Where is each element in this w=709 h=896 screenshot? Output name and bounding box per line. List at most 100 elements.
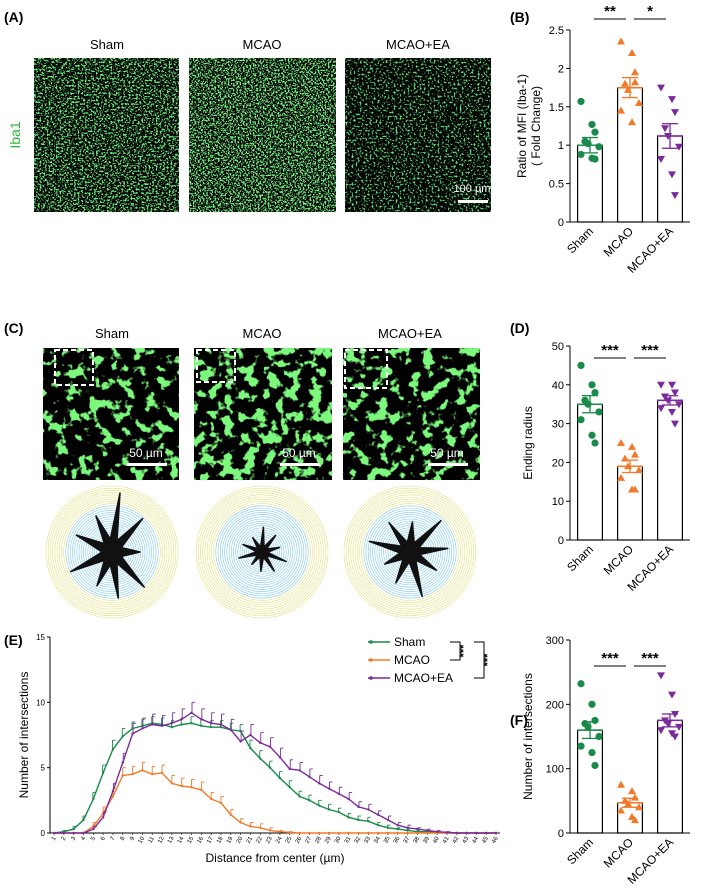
- data-point: [617, 806, 625, 814]
- data-point: [635, 803, 643, 811]
- data-point: [111, 789, 115, 793]
- scale-bar-c-sham: [127, 463, 167, 466]
- data-point: [298, 769, 301, 772]
- x-tick-label: 42: [452, 835, 461, 844]
- data-point: [318, 782, 321, 785]
- data-point: [318, 831, 321, 835]
- data-point: [347, 797, 350, 801]
- sholl-ring: [197, 487, 327, 617]
- data-point: [577, 742, 585, 750]
- data-point: [416, 827, 419, 831]
- sholl-ring: [63, 503, 161, 601]
- data-point: [664, 720, 672, 728]
- data-point: [170, 722, 174, 725]
- series-line-mcao-ea: [54, 711, 496, 834]
- data-point: [426, 829, 429, 832]
- x-tick-label: 5: [90, 835, 97, 841]
- data-point: [657, 156, 665, 164]
- data-point: [628, 787, 636, 795]
- data-point: [675, 401, 683, 409]
- data-point: [386, 831, 390, 835]
- cell-silhouette-sham: [69, 492, 145, 599]
- data-point: [588, 700, 596, 708]
- data-point: [327, 831, 331, 835]
- data-point: [111, 795, 115, 798]
- x-tick-label: 6: [100, 835, 107, 841]
- data-point: [268, 829, 272, 832]
- data-point: [668, 691, 676, 699]
- data-point: [259, 826, 262, 829]
- legend-marker: [369, 676, 373, 680]
- x-tick-label: 39: [422, 835, 431, 844]
- data-point: [406, 826, 409, 829]
- data-point: [101, 771, 105, 775]
- legend: Sham MCAO MCAO+EA *** ***: [368, 635, 494, 685]
- sholl-ring: [374, 516, 446, 588]
- sholl-ring: [72, 512, 152, 592]
- data-point: [595, 732, 603, 741]
- data-point: [664, 397, 672, 405]
- sholl-ring: [356, 498, 464, 606]
- chart-f: (F) 0 100 200 300 Number of intersections Sham…: [510, 635, 690, 887]
- x-tick-label: MCAO: [601, 542, 636, 577]
- x-tick-label: 34: [373, 835, 382, 844]
- data-point: [657, 672, 665, 680]
- data-point: [435, 830, 439, 833]
- sholl-ring: [206, 496, 318, 608]
- data-point: [588, 120, 596, 129]
- x-tick-label: 19: [226, 835, 235, 844]
- data-point: [82, 831, 85, 835]
- y-tick-label: 2.5: [549, 25, 564, 37]
- data-point: [259, 757, 262, 760]
- data-point: [584, 400, 592, 408]
- x-tick-label: 29: [324, 835, 333, 844]
- y-tick-label: 5: [41, 764, 46, 773]
- y-axis-label-line: Ending radius: [521, 406, 535, 479]
- bar-mcao: [616, 465, 643, 541]
- data-point: [259, 741, 262, 745]
- cell-silhouette-mcao: [238, 526, 287, 572]
- sholl-ring: [45, 485, 179, 619]
- data-point: [190, 786, 193, 789]
- data-point: [160, 771, 164, 775]
- data-point: [595, 143, 603, 151]
- data-point: [577, 150, 585, 159]
- bar-mcao-ea: [656, 719, 683, 834]
- bar-mcao-ea: [656, 399, 683, 541]
- x-axis-label: Distance from center (µm): [206, 851, 345, 865]
- sholl-ring: [47, 487, 177, 617]
- sholl-ring: [345, 487, 475, 617]
- x-tick-label: 1: [51, 835, 58, 841]
- sholl-ring: [378, 520, 442, 584]
- panel-label-a: (A): [4, 9, 23, 25]
- data-point: [675, 723, 683, 731]
- sholl-ring: [363, 505, 457, 599]
- data-point: [484, 831, 488, 835]
- stain-label-iba1: Iba1: [7, 121, 23, 148]
- data-point: [494, 831, 498, 835]
- y-axis-label-line: Number of intersections: [521, 673, 535, 800]
- data-point: [671, 192, 679, 200]
- sholl-ring: [56, 496, 168, 608]
- data-point: [671, 710, 679, 718]
- data-point: [591, 439, 599, 447]
- sholl-ring: [235, 525, 289, 579]
- x-tick-label: 45: [481, 835, 490, 844]
- sholl-ring: [376, 518, 444, 586]
- data-point: [631, 68, 639, 76]
- x-tick-label: 46: [491, 835, 500, 844]
- data-point: [121, 761, 124, 764]
- data-point: [661, 125, 669, 133]
- x-tick-label: 18: [216, 835, 225, 844]
- x-tick-label: 25: [285, 835, 294, 844]
- data-point: [327, 808, 331, 811]
- data-point: [376, 813, 380, 816]
- data-point: [249, 746, 252, 750]
- y-tick-label: 0: [558, 828, 564, 840]
- data-point: [249, 733, 252, 737]
- sholl-ring: [350, 492, 470, 612]
- data-point: [396, 823, 399, 827]
- data-point: [200, 718, 203, 721]
- data-point: [308, 831, 311, 835]
- sholl-ring: [383, 525, 437, 579]
